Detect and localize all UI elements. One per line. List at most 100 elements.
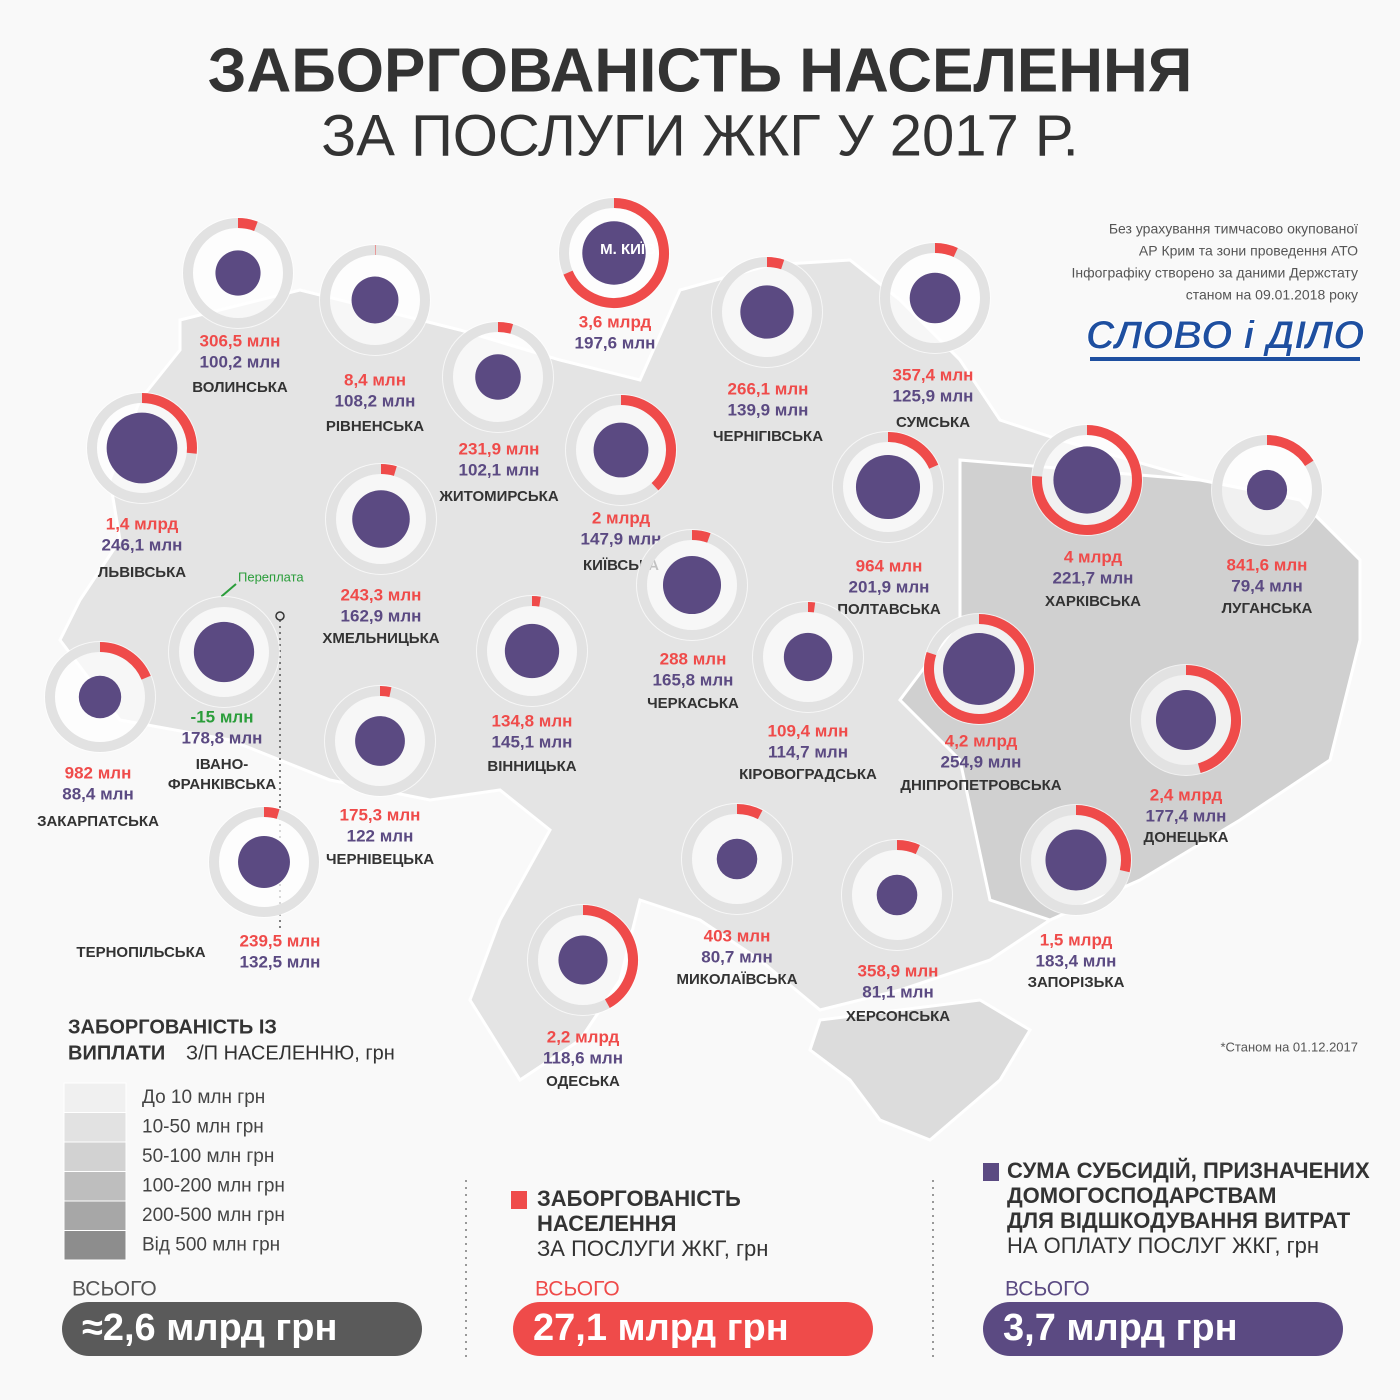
region: 134,8 млн 145,1 млн ВІННИЦЬКА	[476, 595, 588, 775]
subsidy-label: 100,2 млн	[200, 352, 281, 371]
debt-label: 134,8 млн	[492, 711, 573, 730]
subsidy-circle	[351, 276, 399, 324]
subsidy-circle	[355, 716, 405, 766]
subsidy-label: 114,7 млн	[768, 742, 848, 761]
region-name: ПОЛТАВСЬКА	[837, 601, 941, 618]
region-name: ВОЛИНСЬКА	[192, 379, 288, 396]
total-label: ВСЬОГО	[72, 1278, 157, 1301]
region: 357,4 млн 125,9 млн СУМСЬКА	[879, 242, 991, 431]
total-heading: ДЛЯ ВІДШКОДУВАННЯ ВИТРАТ	[1007, 1208, 1351, 1233]
region-name: ЛУГАНСЬКА	[1222, 600, 1313, 617]
region: 2,2 млрд 118,6 млн ОДЕСЬКА	[527, 904, 639, 1090]
subsidy-label: 197,6 млн	[575, 333, 656, 352]
subsidy-label: 162,9 млн	[341, 606, 422, 625]
name-part: ФРАНКІВСЬКА	[168, 776, 277, 793]
region-name: СУМСЬКА	[896, 414, 970, 431]
debt-label: 841,6 млн	[1227, 555, 1308, 574]
debt-label: 175,3 млн	[340, 805, 421, 824]
region: 8,4 млн 108,2 млн РІВНЕНСЬКА	[319, 244, 431, 435]
debt-label: 2,2 млрд	[547, 1027, 620, 1046]
subsidy-circle	[215, 250, 261, 296]
debt-arc	[99, 642, 151, 680]
total-heading: ЗАБОРГОВАНІСТЬ	[537, 1186, 741, 1211]
regions: 306,5 млн 100,2 млн ВОЛИНСЬКА 8,4 млн 108,2 …	[37, 197, 1323, 1090]
debt-label: 1,4 млрд	[106, 514, 179, 533]
debt-arc	[380, 463, 397, 476]
footnote: *Станом на 01.12.2017	[1220, 1039, 1358, 1054]
subsidy-label: 183,4 млн	[1036, 951, 1117, 970]
debt-arc	[934, 243, 958, 258]
debt-arc	[141, 393, 197, 454]
leader-dot	[275, 611, 285, 621]
subtitle: ЗА ПОСЛУГИ ЖКГ У 2017 Р.	[321, 103, 1079, 168]
region-name: ІВАНО- ФРАНКІВСЬКА	[168, 756, 277, 793]
total-pill	[62, 1302, 422, 1356]
name-part: ІВАНО-	[196, 756, 249, 773]
subsidy-label: 102,1 млн	[459, 460, 540, 479]
region-name: ЧЕРНІВЕЦЬКА	[326, 851, 434, 868]
debt-label: 266,1 млн	[728, 379, 809, 398]
totals: ВСЬОГО ≈2,6 млрд грн ЗАБОРГОВАНІСТЬНАСЕЛЕН…	[62, 1158, 1370, 1356]
debt-arc	[563, 198, 669, 308]
legend-swatch	[63, 1112, 127, 1143]
debt-arc	[1075, 805, 1131, 873]
region-name: ВІННИЦЬКА	[487, 758, 576, 775]
debt-label: 358,9 млн	[858, 961, 939, 980]
subsidy-circle	[943, 633, 1015, 705]
legend-title: ВИПЛАТИ	[68, 1042, 165, 1064]
total-heading: ДОМОГОСПОДАРСТВАМ	[1007, 1183, 1277, 1208]
subsidy-label: 254,9 млн	[941, 752, 1022, 771]
subsidy-circle	[593, 422, 649, 478]
region: 358,9 млн 81,1 млн ХЕРСОНСЬКА	[841, 839, 953, 1025]
legend: ЗАБОРГОВАНІСТЬ ІЗ ВИПЛАТИ З/П НАСЕЛЕННЮ, г…	[63, 1016, 395, 1261]
debt-arc	[887, 432, 939, 469]
region-name: ХЕРСОНСЬКА	[846, 1008, 950, 1025]
subsidy-circle	[504, 623, 560, 679]
subsidy-circle	[582, 221, 646, 285]
debt-label: 3,6 млрд	[579, 312, 652, 331]
debt-label: 1,5 млрд	[1040, 930, 1113, 949]
region-name: ДНІПРОПЕТРОВСЬКА	[900, 777, 1061, 794]
debt-arc	[531, 596, 541, 607]
debt-label: 982 млн	[65, 763, 132, 782]
subsidy-circle	[352, 490, 410, 548]
subsidy-label: 80,7 млн	[701, 947, 772, 966]
region-name: ХМЕЛЬНИЦЬКА	[322, 630, 439, 647]
subsidy-label: 125,9 млн	[893, 386, 974, 405]
debt-arc	[582, 905, 638, 1009]
total-value: 27,1 млрд грн	[533, 1307, 789, 1349]
subsidy-circle	[855, 454, 921, 520]
total-heading-regular: НА ОПЛАТУ ПОСЛУГ ЖКГ, грн	[1007, 1233, 1319, 1258]
subsidy-label: 165,8 млн	[653, 670, 734, 689]
note-line: Інфографіку створено за даними Держстату	[1071, 265, 1358, 281]
region: 964 млн 201,9 млн ПОЛТАВСЬКА	[832, 431, 944, 618]
region-name: ЧЕРКАСЬКА	[647, 695, 739, 712]
subsidy-circle	[740, 285, 794, 339]
total-pill	[983, 1302, 1343, 1356]
region: -15 млн 178,8 млн ІВАНО- ФРАНКІВСЬКА	[168, 596, 280, 793]
subsidy-label: 145,1 млн	[492, 732, 573, 751]
debt-arc	[620, 395, 676, 491]
total-heading-regular: ЗА ПОСЛУГИ ЖКГ, грн	[537, 1236, 768, 1261]
debt-label: 288 млн	[660, 649, 727, 668]
legend-label: Від 500 млн грн	[142, 1235, 280, 1256]
debt-label: 243,3 млн	[341, 585, 422, 604]
region: 1,4 млрд 246,1 млн ЛЬВІВСЬКА	[86, 392, 198, 581]
region: 2,4 млрд 177,4 млн ДОНЕЦЬКА	[1130, 664, 1242, 846]
region: 175,3 млн 122 млн ЧЕРНІВЕЦЬКА	[324, 685, 436, 868]
debt-label: 403 млн	[704, 926, 771, 945]
legend-label: 50-100 млн грн	[142, 1146, 274, 1167]
region: 841,6 млн 79,4 млн ЛУГАНСЬКА	[1211, 434, 1323, 617]
debt-arc	[924, 614, 1034, 724]
debt-arc	[1266, 435, 1314, 467]
region-name: ЛЬВІВСЬКА	[98, 564, 186, 581]
subsidy-label: 246,1 млн	[102, 535, 183, 554]
notes: Без урахування тимчасово окупованої АР Кр…	[1071, 221, 1358, 303]
region: 239,5 млн 132,5 млн ТЕРНОПІЛЬСЬКА	[76, 806, 320, 971]
subsidy-label: 118,6 млн	[543, 1048, 623, 1067]
subsidy-label: 201,9 млн	[849, 577, 930, 596]
region: 1,5 млрд 183,4 млн ЗАПОРІЗЬКА	[1020, 804, 1132, 991]
region: 109,4 млн 114,7 млн КІРОВОГРАДСЬКА	[739, 601, 877, 783]
